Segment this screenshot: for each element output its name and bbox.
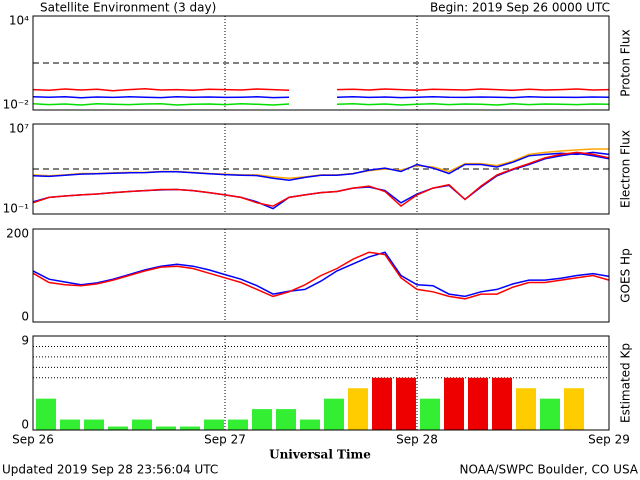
series-line [32, 251, 610, 298]
y-tick-label: 10⁻¹ [3, 202, 30, 216]
x-tick-label: Sep 28 [396, 433, 438, 447]
bar [516, 388, 536, 430]
bar [300, 419, 320, 430]
y-tick-label: 10⁻² [3, 98, 30, 112]
y-tick-label: 10⁷ [9, 122, 29, 136]
credit: NOAA/SWPC Boulder, CO USA [460, 463, 639, 477]
bar [156, 426, 176, 430]
y-tick-label: 10⁴ [9, 14, 29, 28]
series-line [32, 103, 610, 106]
bar [108, 426, 128, 430]
bar [372, 377, 392, 430]
bar [180, 426, 200, 430]
y-tick-label: 0 [21, 418, 29, 432]
updated-time: Updated 2019 Sep 28 23:56:04 UTC [2, 463, 218, 477]
panel-frame [32, 15, 610, 111]
bar [132, 419, 152, 430]
bar [348, 388, 368, 430]
bar [276, 409, 296, 430]
y-axis-label: Electron Flux [619, 130, 633, 208]
bar [564, 388, 584, 430]
panel-frame [32, 123, 610, 215]
bar [84, 419, 104, 430]
y-tick-label: 9 [21, 334, 29, 348]
bar [60, 419, 80, 430]
bar [228, 419, 248, 430]
series-line [32, 151, 610, 182]
y-axis-label: Estimated Kp [619, 343, 633, 423]
panel-frame [32, 228, 610, 323]
begin-time: Begin: 2019 Sep 26 0000 UTC [430, 1, 610, 15]
bar [36, 398, 56, 430]
bar [492, 377, 512, 430]
bar [444, 377, 464, 430]
series-line [32, 96, 610, 99]
bar [420, 398, 440, 430]
y-axis-label: GOES Hp [619, 248, 633, 302]
bar [540, 398, 560, 430]
y-tick-label: 200 [6, 227, 29, 241]
chart-title: Satellite Environment (3 day) [40, 1, 216, 15]
x-tick-label: Sep 27 [204, 433, 246, 447]
series-line [32, 87, 610, 92]
x-axis-label: Universal Time [269, 448, 371, 462]
series-line [32, 151, 610, 208]
bar [252, 409, 272, 430]
bar [204, 419, 224, 430]
y-tick-label: 0 [21, 310, 29, 324]
series-line [32, 251, 610, 300]
x-tick-label: Sep 29 [588, 433, 630, 447]
y-axis-label: Proton Flux [619, 29, 633, 96]
bar [396, 377, 416, 430]
x-tick-label: Sep 26 [12, 433, 54, 447]
panel-frame [32, 335, 610, 431]
bar [324, 398, 344, 430]
bar [468, 377, 488, 430]
